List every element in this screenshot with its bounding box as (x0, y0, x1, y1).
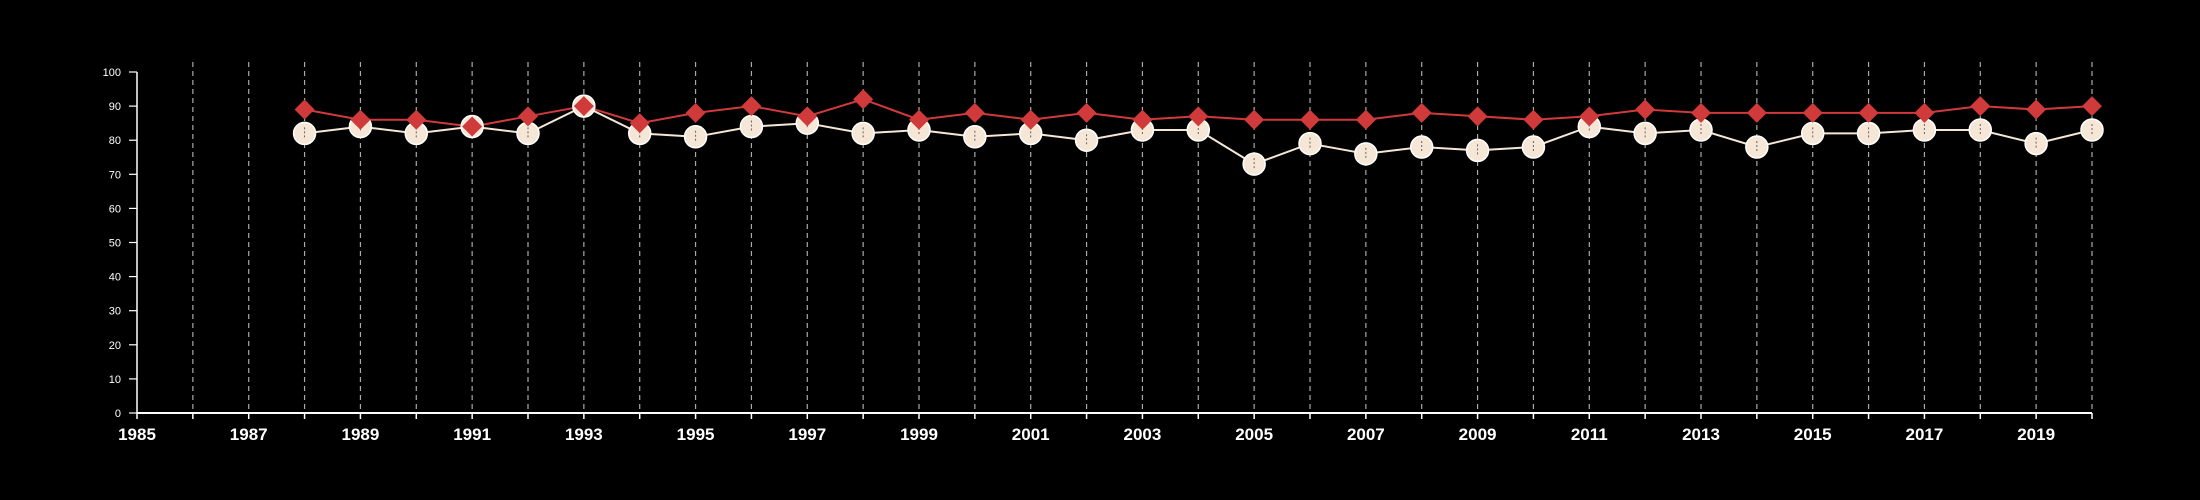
diamond-marker (518, 106, 538, 127)
diamond-marker (741, 96, 762, 117)
x-tick-label: 1995 (677, 425, 715, 444)
y-tick-label: 10 (109, 374, 121, 386)
diamond-marker (1300, 109, 1320, 130)
diamond-marker (1691, 102, 1711, 123)
y-tick-label: 90 (109, 101, 121, 113)
x-tick-label: 1993 (565, 425, 603, 444)
diamond-marker (462, 116, 483, 137)
y-tick-label: 50 (109, 238, 121, 250)
x-tick-label: 2001 (1012, 425, 1050, 444)
y-tick-label: 40 (109, 272, 121, 284)
x-tick-label: 2019 (2017, 425, 2055, 444)
diamond-marker (406, 109, 427, 130)
x-tick-label: 1999 (900, 425, 938, 444)
x-tick-label: 2005 (1235, 425, 1273, 444)
axes: 0 10 20 30 40 50 60 70 80 90 100 1985 1987 1989 1991 19… (103, 67, 2093, 444)
diamond-marker (797, 106, 818, 127)
x-tick-label: 2015 (1794, 425, 1832, 444)
diamond-marker (294, 99, 315, 120)
diamond-marker (1858, 102, 1879, 123)
diamond-marker (1523, 109, 1544, 130)
y-tick-label: 0 (115, 408, 121, 420)
diamond-marker (1467, 106, 1488, 127)
diamond-marker (1355, 109, 1376, 130)
x-tick-label: 1987 (230, 425, 268, 444)
diamond-marker (1411, 102, 1432, 123)
y-tick-label: 100 (103, 67, 121, 79)
x-tick-label: 2009 (1459, 425, 1497, 444)
x-tick-label: 2007 (1347, 425, 1385, 444)
diamond-marker (853, 89, 874, 110)
diamond-marker (1746, 102, 1767, 123)
y-tick-label: 20 (109, 340, 121, 352)
diamond-marker (1635, 99, 1656, 120)
diamond-marker (1076, 102, 1097, 123)
diamond-marker (573, 96, 594, 117)
x-tick-label: 1997 (788, 425, 826, 444)
diamond-marker (1579, 106, 1600, 127)
diamond-marker (964, 102, 985, 123)
y-tick-label: 30 (109, 306, 121, 318)
diamond-marker (1132, 109, 1153, 130)
diamond-marker (1244, 109, 1265, 130)
x-tick-label: 1991 (453, 425, 491, 444)
x-tick-label: 1989 (342, 425, 380, 444)
diamond-marker (1914, 102, 1935, 123)
x-tick-label: 2003 (1124, 425, 1162, 444)
x-tick-label: 2013 (1682, 425, 1720, 444)
diamond-marker (629, 113, 650, 134)
x-tick-label: 1985 (118, 425, 156, 444)
diamond-marker (685, 102, 706, 123)
diamond-marker (2082, 96, 2102, 117)
diamond-marker (909, 109, 929, 130)
diamond-marker (2026, 99, 2047, 120)
series-layer (292, 89, 2104, 176)
diamond-marker (1802, 102, 1823, 123)
y-tick-label: 60 (109, 203, 121, 215)
x-tick-label: 2017 (1906, 425, 1944, 444)
diamond-marker (1970, 96, 1991, 117)
y-tick-label: 70 (109, 169, 121, 181)
x-tick-label: 2011 (1571, 425, 1608, 444)
diamond-marker (350, 109, 371, 130)
diamond-marker (1020, 109, 1041, 130)
y-tick-label: 80 (109, 135, 121, 147)
diamond-marker (1188, 106, 1209, 127)
